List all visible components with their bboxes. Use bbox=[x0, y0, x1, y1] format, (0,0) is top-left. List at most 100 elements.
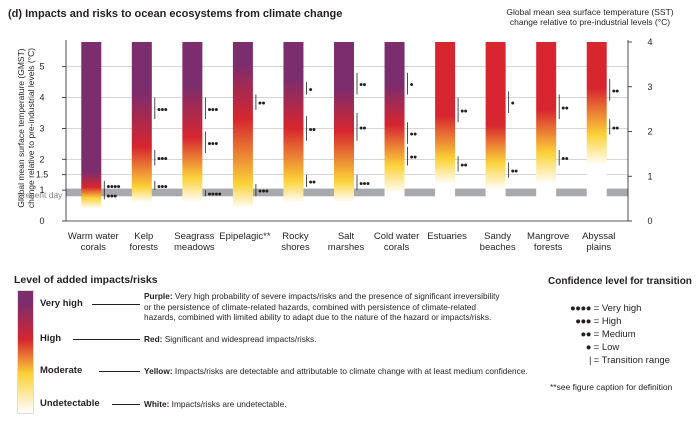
confidence-high-dots: ●●● bbox=[575, 316, 591, 327]
confidence-high: ●●● = High bbox=[553, 316, 621, 327]
desc-red-head: Red: bbox=[144, 334, 163, 344]
ember-3 bbox=[232, 42, 253, 221]
confidence-dots-4-2: ● bbox=[308, 86, 312, 93]
confidence-dots-4-1: ●● bbox=[308, 126, 315, 133]
present-day-label: present day bbox=[18, 190, 63, 200]
category-label-2-0: Seagrass bbox=[174, 231, 214, 242]
desc-white-head: White: bbox=[144, 399, 170, 409]
category-labels: Warm watercoralsKelpforestsSeagrassmeado… bbox=[68, 231, 616, 253]
confidence-low-dots: ● bbox=[585, 342, 592, 353]
axes: 0 1 1.5 2 3 4 5 0 1 2 3 4 present day bbox=[18, 37, 653, 226]
category-label-0-1: corals bbox=[81, 242, 107, 253]
ember-10 bbox=[586, 42, 607, 221]
category-label-1-0: Kelp bbox=[134, 231, 153, 242]
confidence-medium: ●● = Medium bbox=[553, 329, 636, 340]
confidence-transition-range: | = Transition range bbox=[553, 355, 670, 366]
ember-6 bbox=[384, 42, 405, 221]
ember-8 bbox=[485, 42, 506, 221]
confidence-dots-6-1: ●● bbox=[410, 131, 417, 138]
confidence-dots-1-2: ●●● bbox=[157, 106, 168, 113]
confidence-dots-5-1: ●● bbox=[359, 125, 366, 132]
right-axis-title: Global mean sea surface temperature (SST… bbox=[506, 7, 673, 27]
confidence-medium-label: = Medium bbox=[593, 329, 636, 340]
category-label-6-0: Cold water bbox=[374, 231, 419, 242]
category-label-6-1: corals bbox=[384, 242, 410, 253]
confidence-dots-6-0: ●● bbox=[410, 154, 417, 161]
y2-tick-label-1: 1 bbox=[647, 171, 652, 181]
ember-9 bbox=[536, 42, 557, 221]
y-tick-label-4: 3 bbox=[39, 123, 44, 133]
y-tick-label-3: 2 bbox=[39, 154, 44, 164]
confidence-dots-2-1: ●●● bbox=[207, 140, 218, 147]
confidence-high-label: = High bbox=[593, 316, 622, 327]
category-label-0-0: Warm water bbox=[68, 231, 119, 242]
burning-embers-chart: (d) Impacts and risks to ocean ecosystem… bbox=[8, 7, 674, 253]
epipelagic-footnote: **see figure caption for definition bbox=[550, 382, 673, 392]
left-axis-title: Global mean surface temperature (GMST) ch… bbox=[16, 48, 36, 208]
confidence-low: ● = Low bbox=[553, 342, 620, 353]
y2-tick-label-4: 4 bbox=[647, 37, 652, 47]
confidence-dots-10-1: ●● bbox=[612, 88, 619, 95]
confidence-very-high-label: = Very high bbox=[593, 303, 642, 314]
desc-yellow: Yellow: Impacts/risks are detectable and… bbox=[144, 366, 544, 377]
confidence-legend-title: Confidence level for transition bbox=[548, 276, 692, 287]
ember-1 bbox=[131, 42, 152, 221]
level-undetectable: Undetectable bbox=[40, 398, 100, 409]
category-label-10-1: plains bbox=[586, 242, 611, 253]
category-label-8-0: Sandy bbox=[484, 231, 511, 242]
confidence-dots-10-0: ●● bbox=[612, 125, 619, 132]
chart-title: (d) Impacts and risks to ocean ecosystem… bbox=[8, 8, 342, 20]
transition-markers: ●●●●●●●●●●●●●●●●●●●●●●●●●●●●●●●●●●●●●●●●… bbox=[103, 72, 620, 200]
impact-legend-title: Level of added impacts/risks bbox=[14, 274, 158, 286]
confidence-dots-2-2: ●●● bbox=[207, 106, 218, 113]
category-label-9-1: forests bbox=[534, 242, 563, 253]
leader-very-high bbox=[92, 304, 140, 305]
category-label-4-1: shores bbox=[281, 242, 310, 253]
confidence-dots-7-0: ●● bbox=[460, 162, 467, 169]
ember-0 bbox=[81, 42, 102, 221]
confidence-transition-symbol: | bbox=[589, 355, 591, 366]
confidence-dots-8-0: ●● bbox=[511, 168, 518, 175]
impact-color-bar bbox=[17, 290, 34, 414]
confidence-medium-dots: ●● bbox=[580, 329, 592, 340]
ember-5 bbox=[334, 42, 354, 221]
y2-tick-label-3: 3 bbox=[647, 82, 652, 92]
confidence-transition-label: = Transition range bbox=[593, 355, 670, 366]
category-label-3-0: Epipelagic** bbox=[219, 231, 271, 242]
category-label-1-1: forests bbox=[130, 242, 159, 253]
y-tick-label-2: 1.5 bbox=[36, 170, 49, 180]
confidence-dots-1-0: ●●● bbox=[157, 184, 168, 191]
level-moderate: Moderate bbox=[40, 365, 83, 376]
category-label-4-0: Rocky bbox=[282, 231, 309, 242]
category-label-10-0: Abyssal bbox=[582, 231, 615, 242]
y-tick-label-6: 5 bbox=[39, 62, 44, 72]
confidence-very-high-dots: ●●●● bbox=[570, 303, 591, 314]
category-label-9-0: Mangrove bbox=[527, 231, 569, 242]
desc-red-body: Significant and widespread impacts/risks… bbox=[164, 334, 317, 344]
embers bbox=[81, 42, 607, 221]
desc-purple: Purple: Very high probability of severe … bbox=[144, 291, 504, 323]
leader-moderate bbox=[99, 371, 140, 372]
confidence-dots-3-1: ●● bbox=[258, 100, 265, 107]
desc-purple-body: Very high probability of severe impacts/… bbox=[144, 291, 500, 322]
right-axis-title-line-1: change relative to pre-industrial levels… bbox=[510, 17, 670, 27]
confidence-dots-9-0: ●● bbox=[561, 156, 568, 163]
category-label-5-0: Salt bbox=[338, 231, 355, 242]
confidence-dots-5-0: ●●● bbox=[359, 180, 370, 187]
confidence-dots-2-0: ●●●● bbox=[207, 191, 221, 198]
category-label-8-1: beaches bbox=[480, 242, 516, 253]
leader-high bbox=[73, 339, 140, 340]
confidence-dots-8-1: ● bbox=[511, 100, 515, 107]
desc-purple-head: Purple: bbox=[144, 291, 173, 301]
confidence-dots-9-1: ●● bbox=[561, 105, 568, 112]
confidence-very-high: ●●●● = Very high bbox=[553, 303, 641, 314]
desc-yellow-head: Yellow: bbox=[144, 366, 173, 376]
leader-undetectable bbox=[112, 404, 140, 405]
confidence-dots-0-0: ●●●● bbox=[106, 184, 120, 191]
confidence-dots-1-1: ●●● bbox=[157, 156, 168, 163]
y-tick-label-5: 4 bbox=[39, 93, 44, 103]
y2-tick-label-0: 0 bbox=[647, 216, 652, 226]
confidence-dots-3-0: ●●● bbox=[258, 188, 269, 195]
left-axis-title-line-1: change relative to pre-industrial levels… bbox=[26, 48, 36, 208]
ember-4 bbox=[283, 42, 304, 221]
